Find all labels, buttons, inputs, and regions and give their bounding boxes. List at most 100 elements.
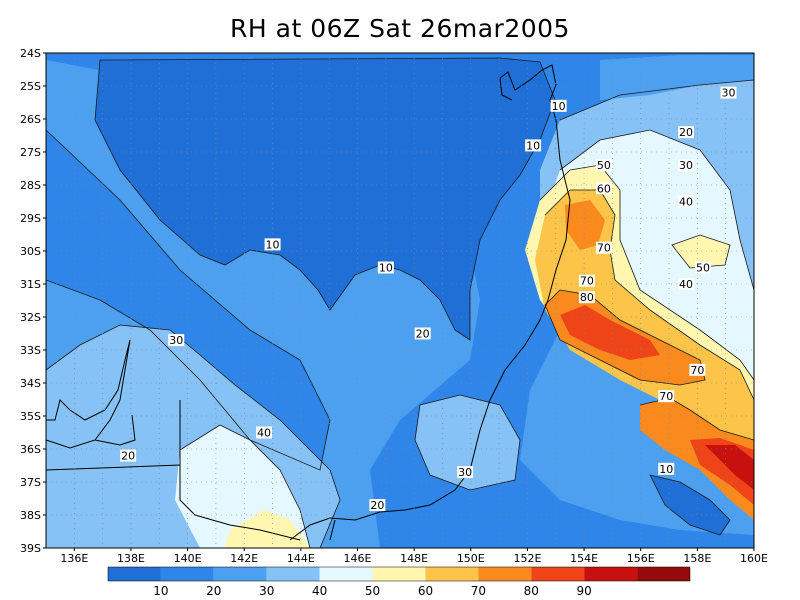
- rh-band-below-10-se: [650, 475, 730, 535]
- contour-label-text: 20: [121, 450, 135, 463]
- latitude-label: 25S: [20, 80, 41, 93]
- filled-contours: [46, 53, 754, 548]
- longitude-label: 150E: [457, 552, 485, 565]
- latitude-label: 26S: [20, 113, 41, 126]
- contour-label-bg: [369, 499, 386, 512]
- latitude-label: 37S: [20, 476, 41, 489]
- contour-label-bg: [578, 291, 595, 304]
- contour-label-text: 10: [659, 463, 673, 476]
- contour-label-text: 10: [266, 238, 280, 251]
- latitude-label: 27S: [20, 146, 41, 159]
- contour-label: 10: [264, 238, 281, 251]
- colorbar-swatch: [160, 567, 214, 581]
- longitude-label: 142E: [230, 552, 258, 565]
- colorbar-swatch: [213, 567, 267, 581]
- colorbar-tick-label: 10: [153, 584, 168, 598]
- contour-label: 30: [168, 334, 185, 347]
- latitude-label: 29S: [20, 212, 41, 225]
- longitude-label: 136E: [60, 552, 88, 565]
- contour-label-text: 60: [597, 182, 611, 195]
- longitude-label: 156E: [627, 552, 655, 565]
- contour-label-bg: [595, 241, 612, 254]
- rh-band-50-60-patch: [672, 235, 730, 268]
- contour-lines: [46, 57, 754, 548]
- contour-label-bg: [377, 261, 394, 274]
- contour-label: 70: [689, 363, 706, 377]
- longitude-label: 152E: [513, 552, 541, 565]
- contour-label-bg: [457, 466, 474, 479]
- contour-label-text: 70: [580, 275, 594, 288]
- contour-label: 10: [377, 261, 394, 275]
- contour-label: 10: [550, 99, 567, 113]
- contour-label: 10: [658, 462, 675, 476]
- latitude-label: 28S: [20, 179, 41, 192]
- contour-label-text: 10: [552, 100, 566, 113]
- rh-band-80-90: [560, 305, 660, 360]
- colorbar-tick-label: 30: [259, 584, 274, 598]
- colorbar-tick-label: 60: [418, 584, 433, 598]
- contour-label-text: 30: [169, 334, 183, 347]
- latitude-labels: 24S 25S 26S 27S 28S 29S 30S 31S 32S 33S 34S 35S 36S 3…: [20, 47, 46, 555]
- contour-label: 30: [678, 159, 695, 172]
- contour-label-text: 70: [597, 242, 611, 255]
- contour-label: 40: [678, 278, 695, 291]
- contour-label: 20: [369, 499, 386, 512]
- longitude-label: 146E: [344, 552, 372, 565]
- latitude-label: 32S: [20, 311, 41, 324]
- colorbar-swatch: [584, 567, 638, 581]
- contour-label-bg: [720, 86, 737, 99]
- contour-label-bg: [120, 449, 137, 462]
- contour-label: 40: [678, 195, 695, 209]
- longitude-label: 144E: [287, 552, 315, 565]
- contour-label-text: 30: [722, 87, 736, 100]
- longitude-label: 160E: [740, 552, 768, 565]
- rh-band-50-60-sw: [225, 510, 310, 548]
- colorbar-tick-label: 50: [365, 584, 380, 598]
- latitude-label: 35S: [20, 410, 41, 423]
- map-title: RH at 06Z Sat 26mar2005: [230, 14, 570, 43]
- longitude-label: 154E: [570, 552, 598, 565]
- contour-label: 60: [595, 182, 612, 195]
- contour-label-bg: [525, 139, 542, 152]
- contour-label-bg: [678, 278, 695, 290]
- contour-label-text: 70: [659, 390, 673, 403]
- contour-label-bg: [678, 126, 695, 139]
- contour-label-bg: [658, 462, 675, 475]
- latitude-label: 39S: [20, 542, 41, 555]
- contour-label-text: 80: [580, 291, 594, 304]
- contour-label-bg: [264, 238, 281, 251]
- longitude-label: 140E: [174, 552, 202, 565]
- contour-label-bg: [678, 195, 695, 208]
- contour-label: 50: [595, 159, 612, 172]
- contour-label: 20: [678, 126, 695, 139]
- longitude-label: 158E: [683, 552, 711, 565]
- contour-label-text: 30: [679, 159, 693, 172]
- contour-label: 70: [595, 241, 612, 255]
- contour-label: 70: [578, 274, 595, 288]
- colorbar-swatch: [372, 567, 426, 581]
- contour-label: 70: [658, 390, 675, 403]
- rh-band-70-80-se: [640, 398, 754, 520]
- contour-label-bg: [414, 327, 431, 340]
- contour-label: 30: [720, 86, 737, 100]
- colorbar-tick-label: 20: [206, 584, 221, 598]
- contour-label-text: 20: [416, 328, 430, 341]
- latitude-label: 33S: [20, 344, 41, 357]
- coastline: [46, 64, 571, 541]
- contour-label-bg: [595, 159, 612, 172]
- contour-label-text: 40: [679, 278, 693, 291]
- contour-label: 20: [414, 327, 431, 341]
- longitude-label: 138E: [117, 552, 145, 565]
- latitude-label: 24S: [20, 47, 41, 60]
- colorbar: 10 20 30 40 50 60 70 80 90: [107, 566, 691, 598]
- rh-band-90-plus: [705, 445, 754, 490]
- contour-label-bg: [595, 182, 612, 195]
- contour-label-text: 10: [379, 262, 393, 275]
- contour-label-bg: [168, 334, 185, 347]
- contour-label-text: 10: [526, 139, 540, 152]
- contour-label-text: 50: [597, 159, 611, 172]
- latitude-label: 31S: [20, 278, 41, 291]
- rh-band-30-40-s: [415, 395, 520, 490]
- contour-label-bg: [256, 426, 273, 439]
